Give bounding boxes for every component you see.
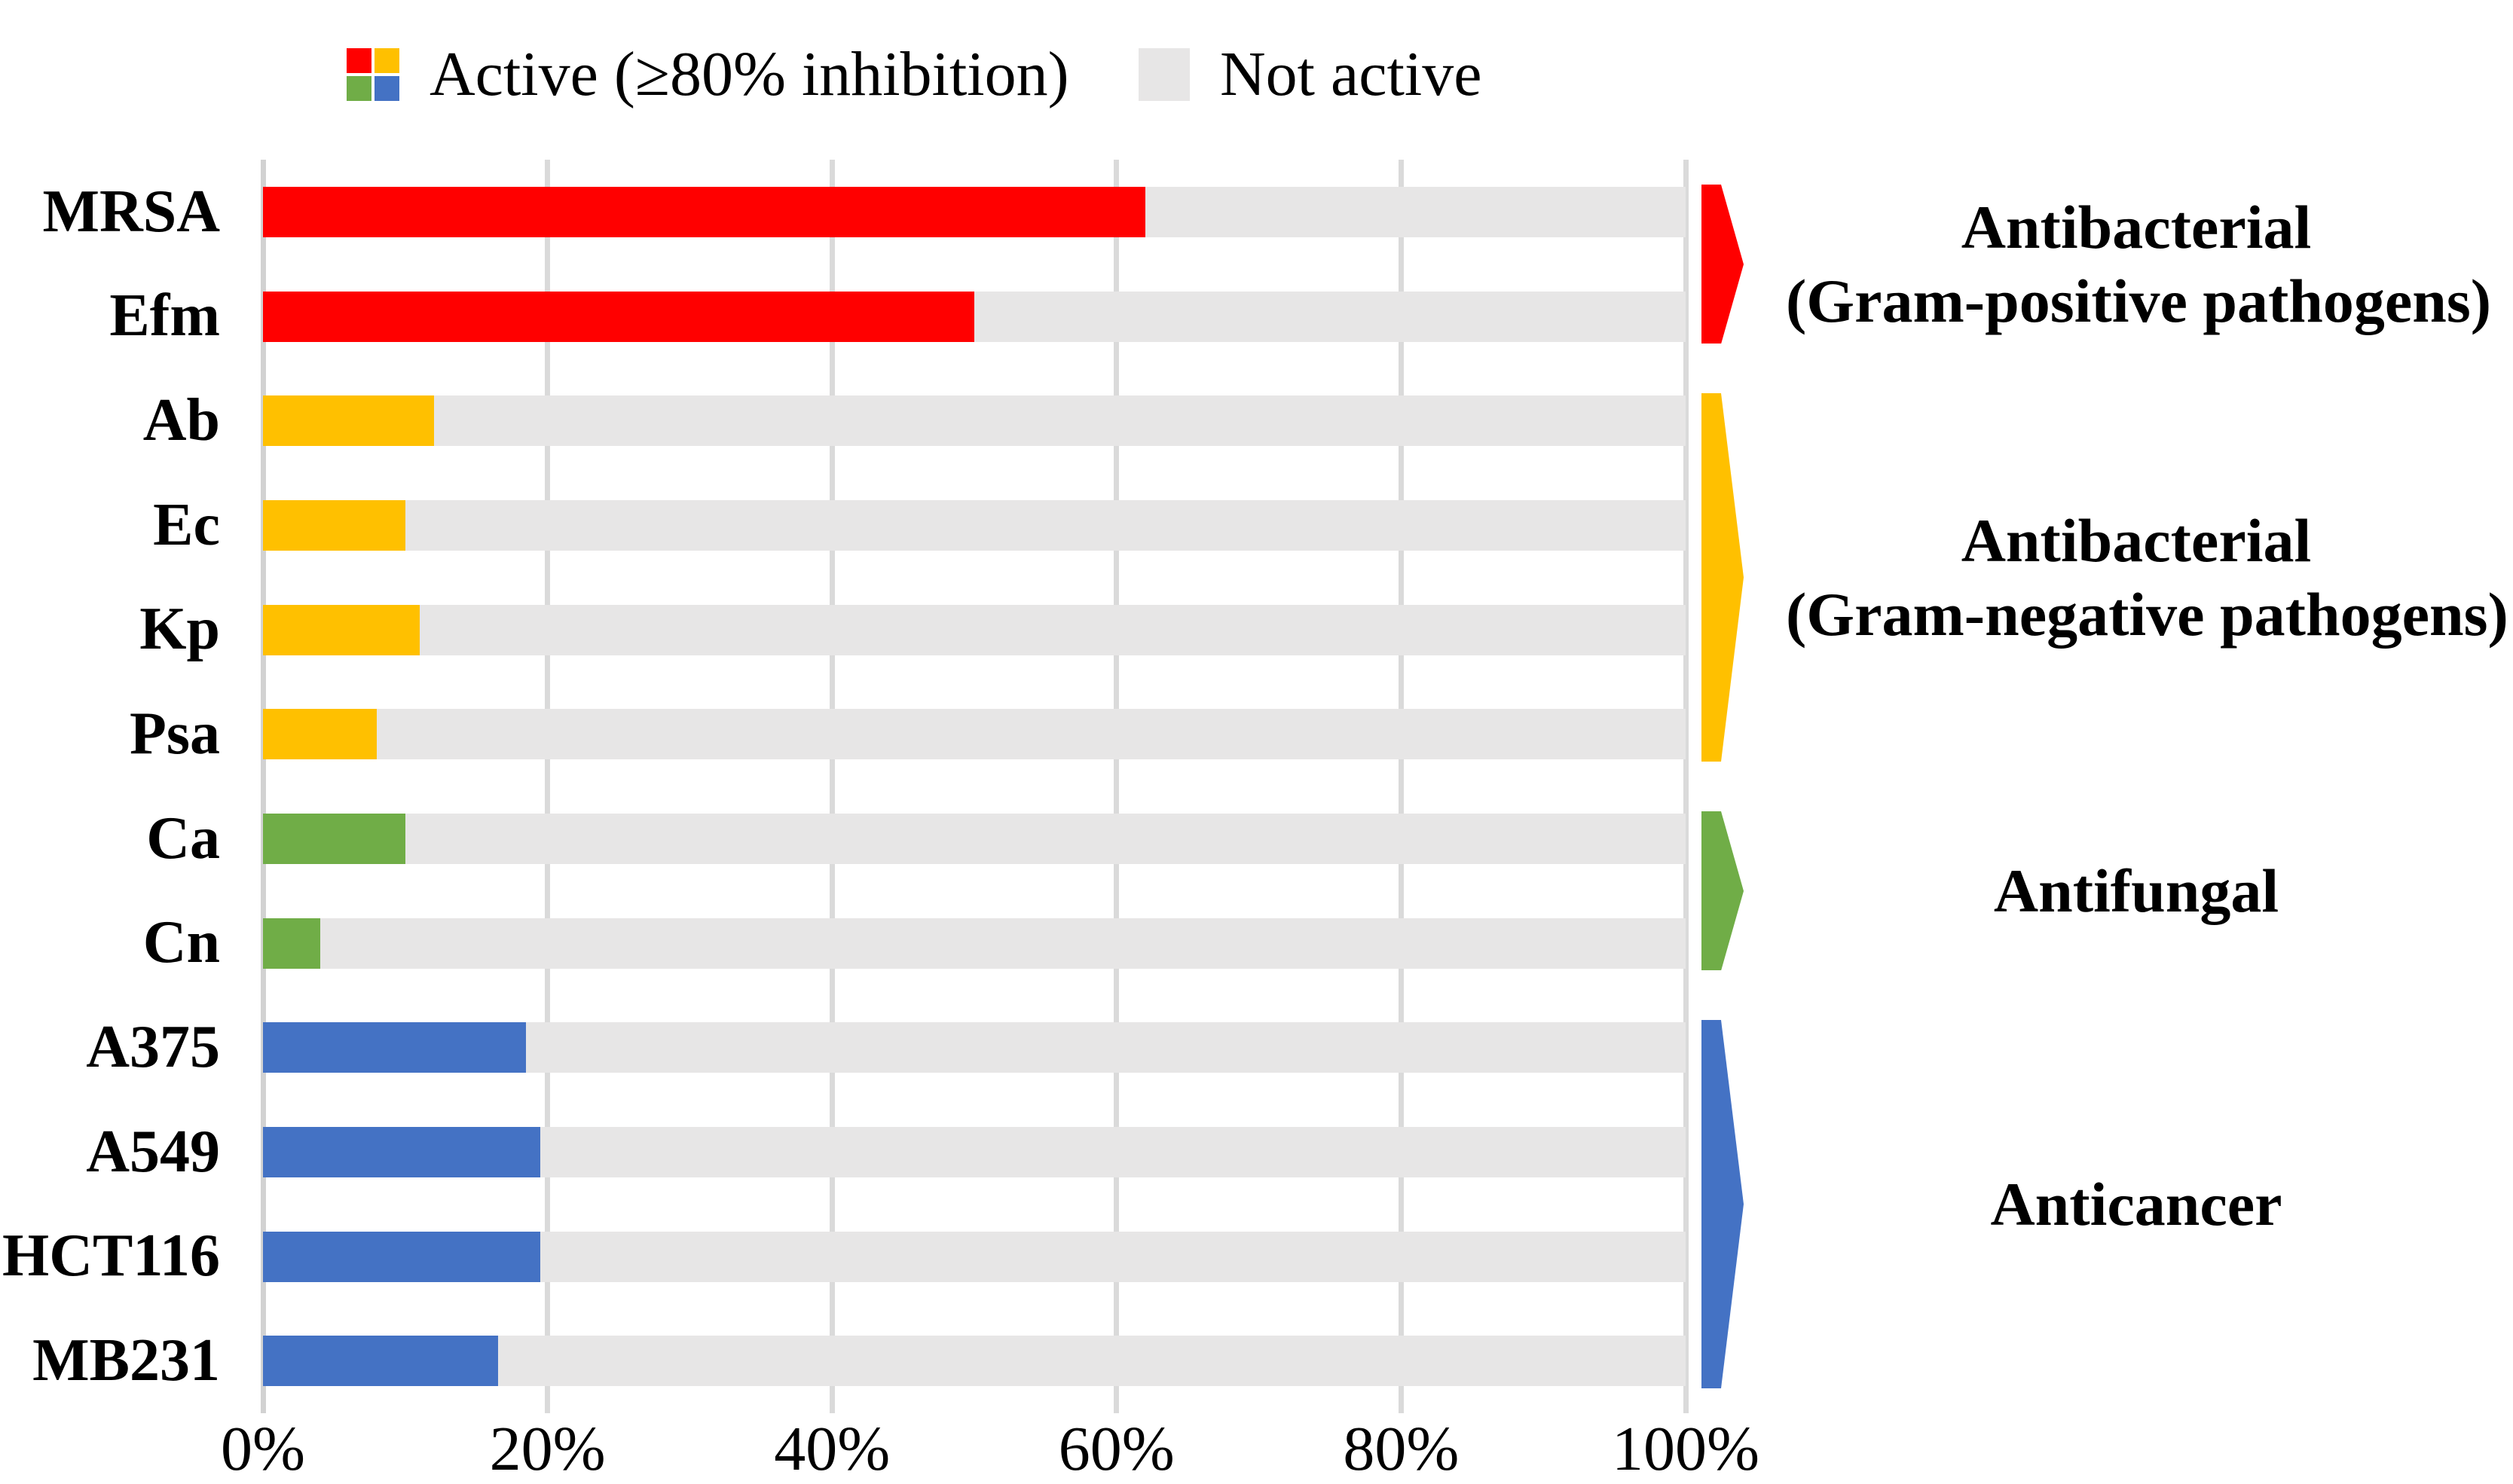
group-label-line: Anticancer bbox=[1990, 1169, 2282, 1238]
legend-active-swatch-icon bbox=[347, 48, 399, 101]
x-tick-label: 0% bbox=[221, 1414, 305, 1484]
category-label-Ca: Ca bbox=[146, 805, 220, 872]
category-label-MB231: MB231 bbox=[32, 1327, 220, 1394]
group-label-line: (Gram-negative pathogens) bbox=[1786, 579, 2508, 649]
category-label-A375: A375 bbox=[86, 1014, 220, 1081]
bar-active-MB231 bbox=[263, 1336, 498, 1387]
bar-active-Ab bbox=[263, 395, 434, 447]
bar-active-Ec bbox=[263, 499, 405, 551]
x-tick-label: 60% bbox=[1058, 1414, 1175, 1484]
x-tick-label: 40% bbox=[774, 1414, 891, 1484]
group-arrow-2 bbox=[1701, 811, 1744, 971]
group-arrow-0 bbox=[1701, 184, 1744, 344]
category-label-Efm: Efm bbox=[109, 282, 220, 350]
x-tick-label: 80% bbox=[1343, 1414, 1460, 1484]
legend-not-active-label: Not active bbox=[1220, 39, 1482, 109]
bar-active-Psa bbox=[263, 709, 378, 760]
group-label-line: (Gram-positive pathogens) bbox=[1786, 266, 2492, 335]
bar-active-A375 bbox=[263, 1022, 527, 1073]
bar-active-Ca bbox=[263, 813, 405, 864]
gridline bbox=[1683, 160, 1689, 1413]
legend-not-active-swatch-icon bbox=[1139, 48, 1190, 101]
plot-area bbox=[260, 160, 1689, 1413]
gridline bbox=[1114, 160, 1120, 1413]
category-label-HCT116: HCT116 bbox=[2, 1223, 220, 1290]
group-arrow-1 bbox=[1701, 393, 1744, 762]
bar-not-active-Cn bbox=[263, 918, 1686, 969]
bar-active-MRSA bbox=[263, 186, 1145, 237]
category-label-Ab: Ab bbox=[142, 387, 220, 454]
legend-active-swatch-cell bbox=[375, 76, 399, 101]
right-pointer-arrow-icon bbox=[1701, 184, 1744, 344]
right-pointer-arrow-icon bbox=[1701, 811, 1744, 971]
bar-not-active-Psa bbox=[263, 709, 1686, 760]
category-label-Ec: Ec bbox=[153, 491, 220, 558]
legend-active-label: Active (≥80% inhibition) bbox=[430, 39, 1069, 109]
category-label-MRSA: MRSA bbox=[42, 178, 220, 245]
legend-active-swatch-cell bbox=[375, 48, 399, 73]
bar-active-A549 bbox=[263, 1126, 541, 1177]
gridline bbox=[829, 160, 835, 1413]
group-label-0: Antibacterial (Gram-positive pathogens) bbox=[1786, 191, 2492, 338]
gridline bbox=[1398, 160, 1404, 1413]
bar-not-active-MB231 bbox=[263, 1336, 1686, 1387]
group-label-line: Antibacterial bbox=[1961, 505, 2312, 575]
x-tick-label: 20% bbox=[489, 1414, 606, 1484]
bar-active-HCT116 bbox=[263, 1231, 541, 1282]
y-axis-line bbox=[260, 160, 266, 1413]
gridline bbox=[545, 160, 551, 1413]
group-label-1: Antibacterial (Gram-negative pathogens) bbox=[1786, 504, 2508, 652]
group-label-line: Antibacterial bbox=[1961, 192, 2312, 261]
category-label-Psa: Psa bbox=[130, 701, 220, 768]
group-arrow-3 bbox=[1701, 1020, 1744, 1389]
right-pointer-arrow-icon bbox=[1701, 1020, 1744, 1389]
bar-not-active-Kp bbox=[263, 604, 1686, 655]
group-label-3: Anticancer bbox=[1786, 1168, 2487, 1241]
legend-active-swatch-cell bbox=[347, 48, 371, 73]
category-label-A549: A549 bbox=[86, 1118, 220, 1185]
category-label-Kp: Kp bbox=[139, 596, 220, 663]
bar-not-active-Ca bbox=[263, 813, 1686, 864]
x-tick-label: 100% bbox=[1612, 1414, 1759, 1484]
group-label-line: Antifungal bbox=[1993, 856, 2279, 925]
group-label-2: Antifungal bbox=[1786, 854, 2487, 928]
bar-not-active-Ab bbox=[263, 395, 1686, 447]
legend-active-swatch-cell bbox=[347, 76, 371, 101]
legend-item-not-active: Not active bbox=[1139, 43, 1482, 106]
bar-not-active-Ec bbox=[263, 499, 1686, 551]
bar-active-Kp bbox=[263, 604, 420, 655]
legend-item-active: Active (≥80% inhibition) bbox=[347, 43, 1069, 106]
right-pointer-arrow-icon bbox=[1701, 393, 1744, 762]
bar-active-Efm bbox=[263, 291, 974, 342]
bar-active-Cn bbox=[263, 918, 320, 969]
category-label-Cn: Cn bbox=[142, 909, 220, 976]
